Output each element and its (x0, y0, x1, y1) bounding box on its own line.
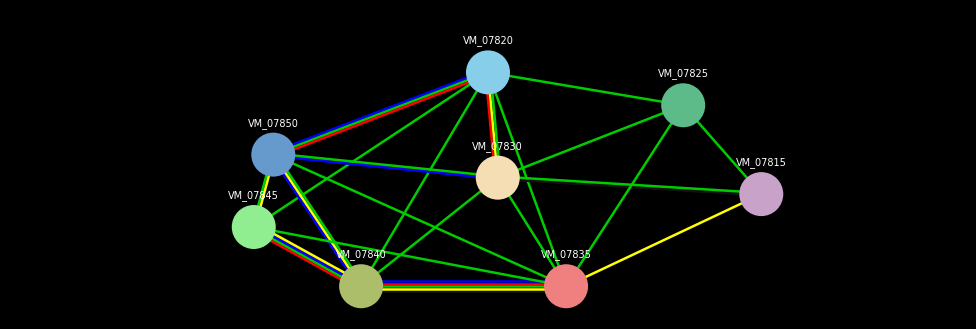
Ellipse shape (475, 156, 520, 200)
Ellipse shape (466, 50, 510, 94)
Text: VM_07850: VM_07850 (248, 118, 299, 129)
Ellipse shape (739, 172, 784, 216)
Text: VM_07825: VM_07825 (658, 68, 709, 79)
Ellipse shape (339, 264, 384, 308)
Text: VM_07830: VM_07830 (472, 141, 523, 152)
Ellipse shape (661, 83, 706, 127)
Text: VM_07840: VM_07840 (336, 249, 386, 260)
Text: VM_07815: VM_07815 (736, 157, 787, 168)
Ellipse shape (251, 133, 296, 177)
Ellipse shape (544, 264, 589, 308)
Text: VM_07820: VM_07820 (463, 36, 513, 46)
Text: VM_07835: VM_07835 (541, 249, 591, 260)
Text: VM_07845: VM_07845 (228, 190, 279, 201)
Ellipse shape (231, 205, 276, 249)
